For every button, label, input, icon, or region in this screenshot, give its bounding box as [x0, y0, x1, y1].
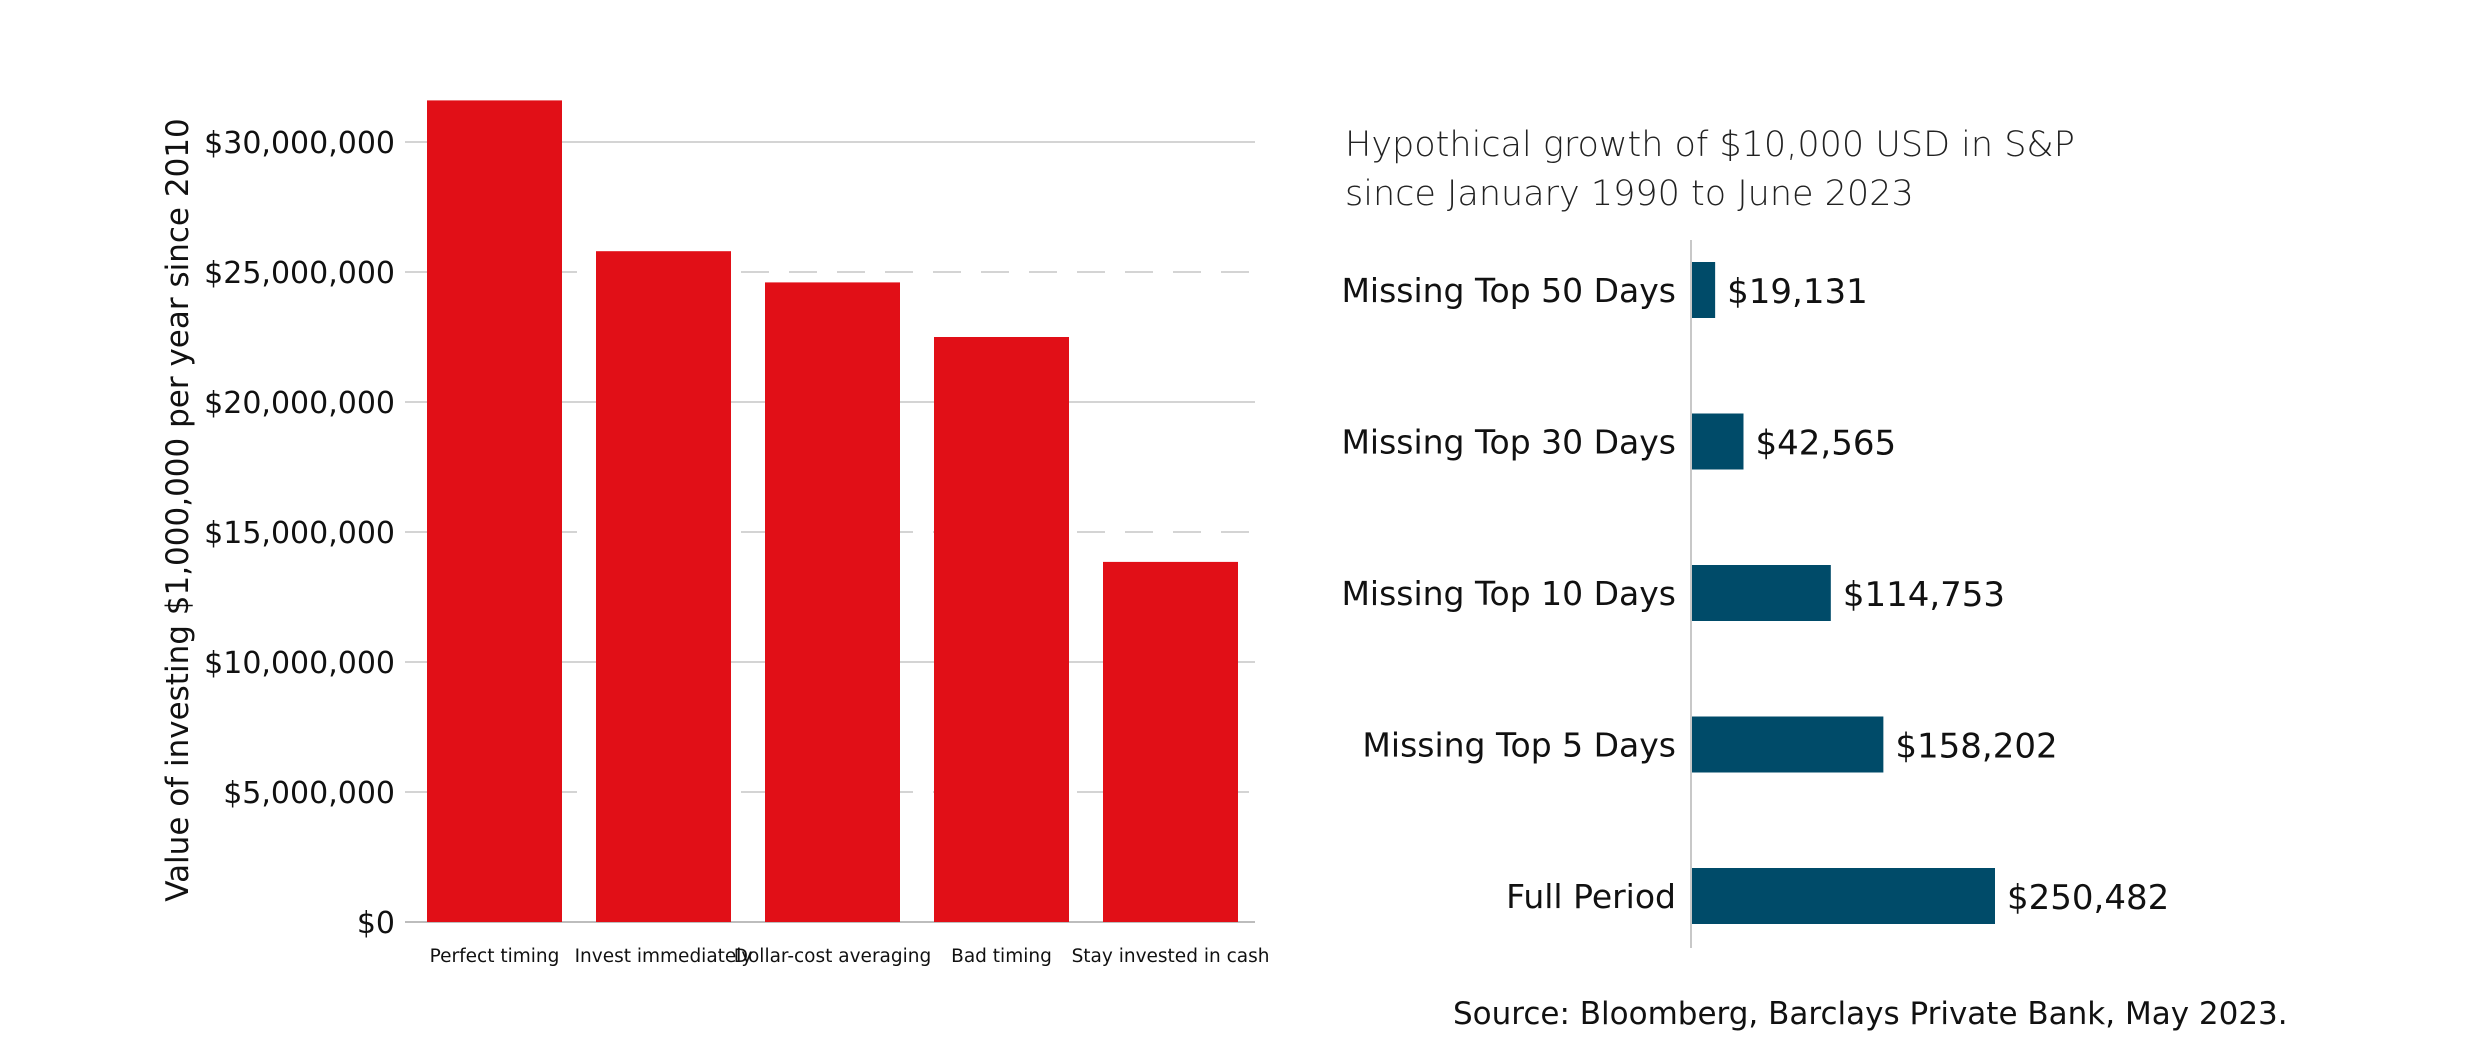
bar	[1103, 561, 1238, 922]
bar	[1692, 262, 1716, 318]
x-tick-label: Bad timing	[951, 946, 1052, 967]
category-label: Full Period	[1506, 877, 1676, 916]
bar	[934, 337, 1069, 922]
bar	[765, 282, 900, 922]
y-tick-label: $20,000,000	[204, 386, 395, 421]
y-tick-label: $30,000,000	[204, 126, 395, 161]
right-category-labels: Missing Top 50 Days Missing Top 30 Days Mi…	[1341, 271, 1676, 916]
bar	[1692, 868, 1995, 924]
y-tick-label: $15,000,000	[204, 516, 395, 551]
y-tick-label: $0	[357, 906, 395, 941]
right-chart-title-line-1: Hypothical growth of $10,000 USD in S&P	[1345, 125, 2075, 165]
category-label: Missing Top 30 Days	[1341, 423, 1676, 462]
x-tick-label: Dollar-cost averaging	[734, 946, 932, 967]
data-label: $114,753	[1843, 575, 2005, 615]
data-label: $19,131	[1727, 272, 1868, 312]
source-note: Source: Bloomberg, Barclays Private Bank…	[1453, 996, 2288, 1032]
bar	[1692, 413, 1744, 470]
left-bars	[427, 100, 1238, 922]
bar	[1692, 565, 1831, 621]
x-tick-label: Perfect timing	[430, 946, 560, 967]
right-bars	[1692, 262, 1995, 924]
data-label: $42,565	[1755, 424, 1896, 464]
left-chart: $0 $5,000,000 $10,000,000 $15,000,000 $20,00…	[160, 100, 1269, 967]
y-tick-label: $10,000,000	[204, 646, 395, 681]
y-tick-label: $5,000,000	[223, 776, 395, 811]
bar	[427, 100, 562, 922]
x-tick-label: Stay invested in cash	[1072, 946, 1270, 967]
right-value-labels: $19,131 $42,565 $114,753 $158,202 $250,482	[1727, 272, 2169, 918]
bar	[596, 251, 731, 922]
data-label: $158,202	[1895, 727, 2057, 767]
x-tick-label: Invest immediately	[575, 946, 753, 967]
category-label: Missing Top 10 Days	[1341, 574, 1676, 613]
right-chart-title-line-2: since January 1990 to June 2023	[1345, 174, 1914, 214]
y-tick-label: $25,000,000	[204, 256, 395, 291]
data-label: $250,482	[2007, 878, 2169, 918]
right-chart: Hypothical growth of $10,000 USD in S&P …	[1341, 125, 2169, 948]
bar	[1692, 716, 1884, 773]
left-x-tick-labels: Perfect timing Invest immediatelyDollar-c…	[430, 946, 1270, 967]
y-axis-label: Value of investing $1,000,000 per year s…	[160, 118, 196, 901]
left-y-tick-labels: $0 $5,000,000 $10,000,000 $15,000,000 $20,00…	[204, 126, 395, 941]
category-label: Missing Top 50 Days	[1341, 271, 1676, 310]
category-label: Missing Top 5 Days	[1362, 726, 1676, 765]
